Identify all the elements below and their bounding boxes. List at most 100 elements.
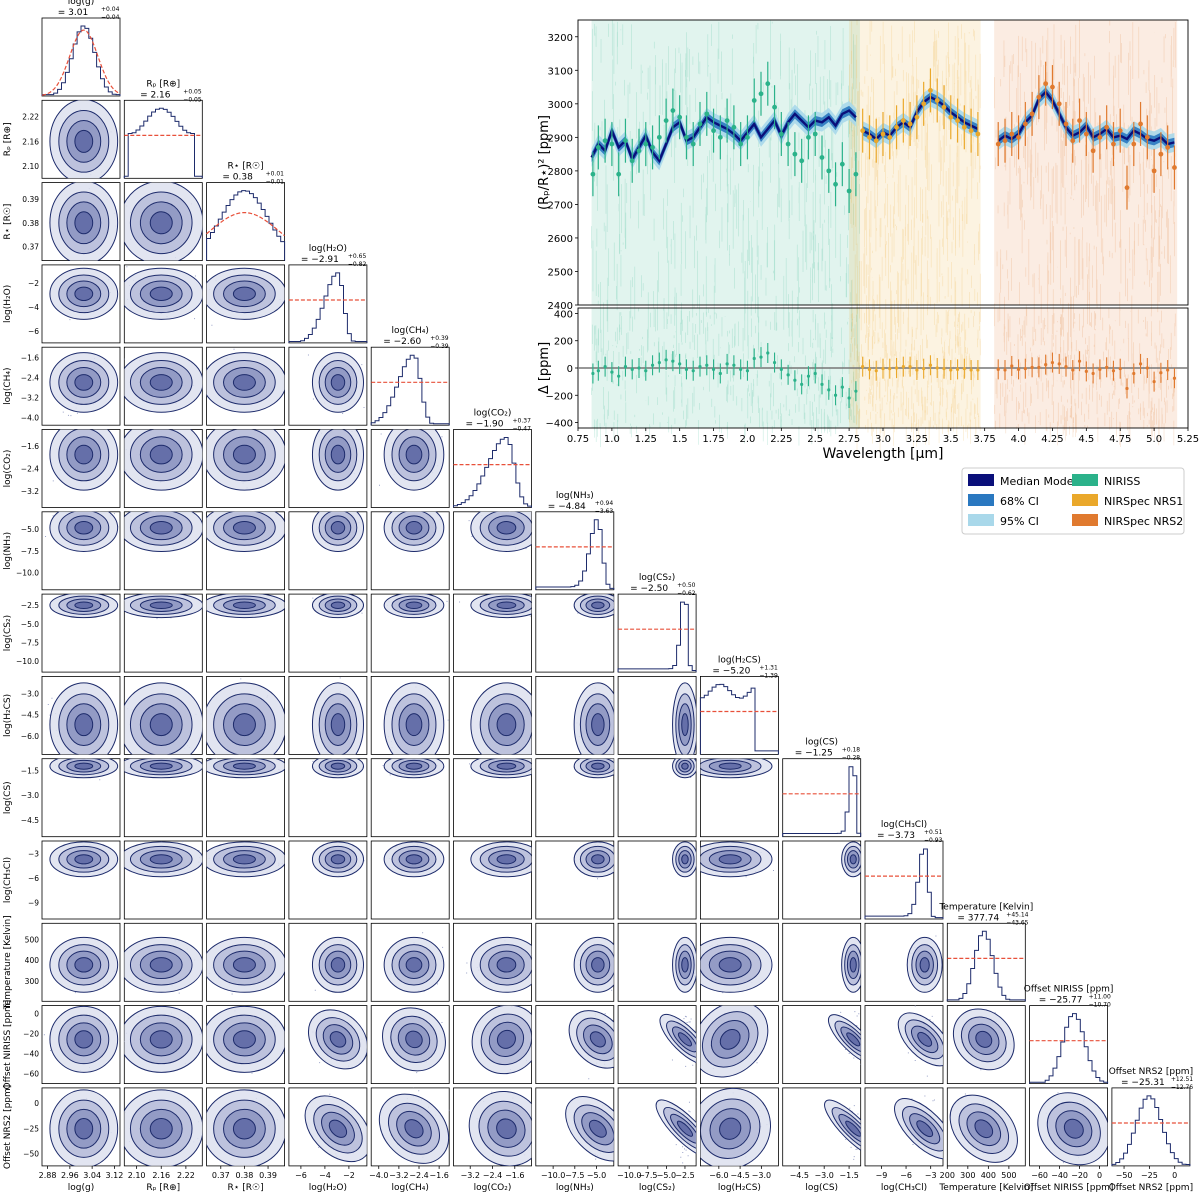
contour-level xyxy=(149,1030,173,1049)
x-tick-label: 0.39 xyxy=(259,1171,277,1180)
contours xyxy=(124,1005,203,1073)
legend-swatch-68-ci xyxy=(968,494,994,506)
panel-frame xyxy=(206,182,286,262)
contour-level xyxy=(681,762,689,770)
panel-frame xyxy=(453,429,532,508)
corner-panel-h2o-co2 xyxy=(288,429,368,508)
niriss-data-resid-point xyxy=(596,369,600,373)
y-tick-label: −9 xyxy=(28,899,39,908)
nrs2-data-resid-point xyxy=(1145,366,1149,370)
corner-panel-ch4-offnrs2 xyxy=(370,1087,450,1169)
posterior-value-ch3cl: = −3.73 xyxy=(877,831,915,841)
niriss-data-resid-point xyxy=(644,369,648,373)
corner-panel-ch3cl-temp xyxy=(864,922,944,1002)
faint-datapoints-2 xyxy=(994,20,1176,448)
contour-level xyxy=(496,1118,517,1140)
contour-level xyxy=(330,444,346,465)
legend-swatch-niriss xyxy=(1072,474,1098,486)
residual-y-tick-label: −400 xyxy=(546,419,573,430)
contours xyxy=(49,100,119,179)
contours xyxy=(124,352,203,413)
posterior-title-temp: Temperature [Kelvin] xyxy=(938,902,1033,912)
nrs2-data-resid-point xyxy=(1118,367,1122,371)
contours xyxy=(659,1013,697,1067)
x-tick-label: −1.6 xyxy=(505,1171,524,1180)
spectrum-x-tick-label: 5.0 xyxy=(1146,434,1162,445)
contours xyxy=(1037,1092,1108,1166)
x-axis-label-rp: Rₚ [R⊕] xyxy=(146,1183,180,1193)
x-tick-label: 300 xyxy=(960,1171,975,1180)
contour-level xyxy=(232,444,256,465)
niriss-data-point xyxy=(812,131,818,137)
contour-level xyxy=(405,1030,423,1049)
contour-level xyxy=(496,1029,516,1049)
corner-panel-rs-co2 xyxy=(206,429,286,508)
x-tick-label: 400 xyxy=(981,1171,996,1180)
nrs2-data-resid-point xyxy=(1037,365,1041,369)
instrument-band-2 xyxy=(994,20,1178,305)
y-tick-label: −4.5 xyxy=(21,711,39,720)
contours xyxy=(952,1008,1015,1071)
corner-panel-logg-co2 xyxy=(41,429,121,508)
contour-level xyxy=(74,957,94,973)
nrs2-data-point xyxy=(1138,121,1143,127)
corner-panel-cs2-h2cs xyxy=(617,676,697,755)
corner-panel-logg-cs xyxy=(41,758,121,838)
corner-panel-rs-offnrs2 xyxy=(206,1087,286,1169)
corner-panel-rp-ch4 xyxy=(123,346,203,426)
y-axis-label-ch4: log(CH₄) xyxy=(3,367,13,404)
nrs1-data-point xyxy=(914,114,920,120)
spectrum-x-tick-label: 4.25 xyxy=(1041,434,1063,445)
posterior-upper-h2cs: +1.31 xyxy=(759,664,778,671)
contour-level xyxy=(849,854,857,865)
corner-panel-nh3-ch3cl xyxy=(535,840,615,920)
contour-level xyxy=(232,762,256,770)
corner-panel-co2-offniriss xyxy=(453,1005,532,1084)
nrs1-data-resid-point xyxy=(942,367,946,371)
contours xyxy=(124,682,203,755)
contour-level xyxy=(232,1030,256,1049)
posterior-lower-h2cs: −1.39 xyxy=(759,672,778,679)
contour-level xyxy=(496,713,517,737)
posterior-value-ch4: = −2.60 xyxy=(383,337,421,347)
nrs1-data-point xyxy=(934,98,940,103)
contours xyxy=(894,1095,943,1160)
corner-panel-ch3cl-ch3cl xyxy=(864,840,944,920)
contours xyxy=(378,1090,450,1164)
spectrum-y-tick-label: 3000 xyxy=(548,100,573,111)
nrs1-data-point xyxy=(907,121,913,127)
corner-panel-logg-ch3cl xyxy=(41,840,121,920)
histogram-ch4 xyxy=(370,354,450,426)
corner-panel-rs-h2o xyxy=(206,264,286,344)
corner-panel-h2o-h2cs xyxy=(288,676,368,755)
niriss-data-resid-point xyxy=(820,382,824,386)
contour-level xyxy=(328,1119,348,1138)
niriss-data-point xyxy=(751,98,757,103)
niriss-data-resid-point xyxy=(806,374,811,378)
contours xyxy=(378,429,445,491)
niriss-data-point xyxy=(670,108,676,113)
corner-panel-ch4-offniriss xyxy=(370,1005,450,1084)
contours xyxy=(43,1005,119,1073)
posterior-title-rs: R⋆ [R☉] xyxy=(228,162,264,172)
spectrum-y-tick-label: 2700 xyxy=(548,200,573,211)
contours xyxy=(206,1005,285,1074)
contours xyxy=(49,182,119,261)
contours xyxy=(47,682,119,755)
contour-level xyxy=(232,713,256,737)
contour-level xyxy=(330,521,346,535)
niriss-data-resid-point xyxy=(711,367,716,371)
contour-level xyxy=(718,762,742,770)
corner-panel-h2cs-offnrs2 xyxy=(700,1087,779,1169)
corner-panel-h2o-h2o xyxy=(288,264,368,344)
contours xyxy=(459,594,532,619)
contour-level xyxy=(846,1032,861,1047)
y-axis-label-h2cs: log(H₂CS) xyxy=(3,694,13,737)
x-tick-label: −6 xyxy=(900,1171,912,1180)
corner-panel-cs2-cs xyxy=(617,758,697,838)
y-tick-label: 2.10 xyxy=(22,162,39,171)
contour-level xyxy=(405,762,423,770)
contours xyxy=(573,594,614,619)
corner-panel-rs-ch3cl xyxy=(206,840,286,920)
